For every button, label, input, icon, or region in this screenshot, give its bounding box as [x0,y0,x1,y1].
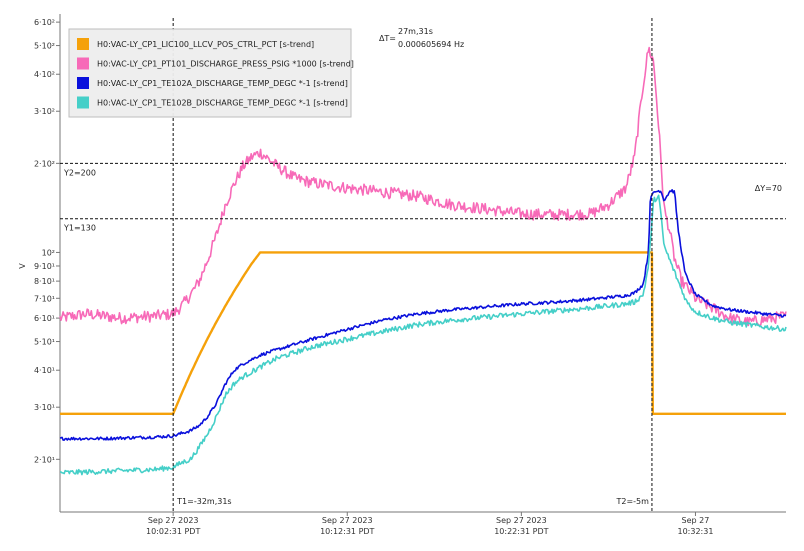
cursor-y2-label: Y2=200 [63,168,96,177]
x-tick-label-time: 10:22:31 PDT [494,527,548,536]
cursor-t1-label: T1=-32m,31s [176,497,231,506]
delta-t-label: ΔT= [379,34,396,43]
legend-entry: H0:VAC-LY_CP1_TE102B_DISCHARGE_TEMP_DEGC… [97,99,348,108]
series-line-2 [59,189,787,441]
legend-swatch [77,96,89,109]
y-tick-label: 5·10¹ [34,338,55,347]
legend-swatch [77,38,89,50]
delta-t-frequency: 0.000605694 Hz [398,40,464,49]
x-tick-label-time: 10:32:31 [677,527,713,536]
x-tick-label-date: Sep 27 [682,516,710,525]
y-tick-label: 3·10¹ [34,403,55,412]
y-ticks: 2·10¹ 3·10¹ 4·10¹ 5·10¹ 6·10¹ 7·10¹ 8·10¹ 9·10¹… [34,18,60,464]
series-line-3 [60,194,787,476]
y-tick-label: 2·10¹ [34,455,55,464]
y-tick-label: 2·10² [34,159,55,168]
delta-y-label: ΔY=70 [755,184,782,193]
x-tick-label-time: 10:02:31 PDT [146,527,200,536]
series-lines [59,46,787,476]
x-tick-label-date: Sep 27 2023 [496,516,547,525]
x-ticks: Sep 27 2023 10:02:31 PDT Sep 27 2023 10:12:… [146,512,713,536]
y-tick-label: 5·10² [34,42,55,51]
legend-entry: H0:VAC-LY_CP1_LIC100_LLCV_POS_CTRL_PCT [… [97,40,314,49]
y-axis-label: V [18,263,27,269]
y-tick-label: 6·10² [34,18,55,27]
y-tick-label: 4·10² [34,70,55,79]
legend-swatch [77,57,89,70]
y-tick-label: 4·10¹ [34,366,55,375]
y-tick-label: 6·10¹ [34,314,55,323]
delta-t-value: 27m,31s [398,27,433,36]
x-tick-label-date: Sep 27 2023 [322,516,373,525]
cursor-t2-label: T2=-5m [615,497,649,506]
x-tick-label-date: Sep 27 2023 [148,516,199,525]
cursor-y1-label: Y1=130 [63,224,96,233]
legend: H0:VAC-LY_CP1_LIC100_LLCV_POS_CTRL_PCT [… [68,28,354,118]
series-line-0 [59,251,787,415]
cursors: Y2=200 Y1=130 T1=-32m,31s T2=-5m ΔT=27m,31s 0… [60,18,786,512]
legend-entry: H0:VAC-LY_CP1_PT101_DISCHARGE_PRESS_PSIG… [97,60,354,69]
legend-swatch [77,77,89,89]
legend-box [68,28,352,118]
y-tick-label: 7·10¹ [34,294,55,303]
y-tick-label: 8·10¹ [34,277,55,286]
series-line-1 [59,46,787,328]
y-tick-label: 9·10¹ [34,262,55,271]
legend-entry: H0:VAC-LY_CP1_TE102A_DISCHARGE_TEMP_DEGC… [97,79,348,88]
y-tick-label: 3·10² [34,107,55,116]
x-tick-label-time: 10:12:31 PDT [320,527,374,536]
y-tick-label: 10² [42,248,55,257]
